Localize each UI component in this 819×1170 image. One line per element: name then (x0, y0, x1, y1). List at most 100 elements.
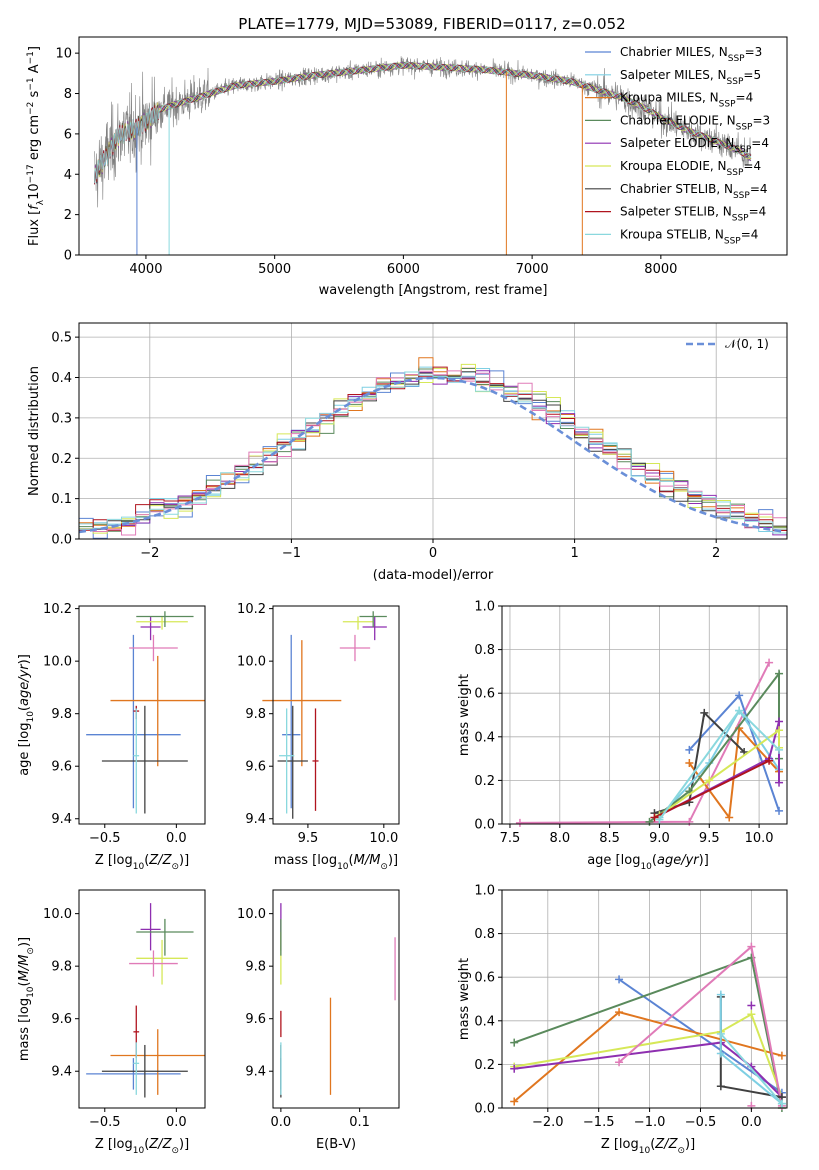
plus-marker (716, 990, 725, 999)
label-part: 10 (337, 862, 349, 872)
x-tick-label: 6000 (387, 262, 420, 277)
legend-label: Salpeter MILES, NSSP=5 (620, 68, 761, 87)
legend-label: 𝒩(0, 1) (725, 337, 769, 351)
plus-marker (510, 1064, 519, 1073)
weight-line (513, 956, 783, 1109)
axes-frame (78, 36, 788, 256)
label-part: 10 (26, 711, 36, 723)
label-part: 10 (26, 986, 36, 998)
y-tick-label: 4 (64, 168, 72, 183)
x-tick-label: 10.0 (369, 831, 398, 846)
label-part: ( (144, 853, 149, 868)
histogram-step (79, 370, 787, 536)
y-tick-label: 9.6 (245, 760, 266, 775)
plus-marker (515, 818, 524, 827)
x-tick-label: 5000 (258, 262, 291, 277)
plus-marker (747, 1010, 756, 1019)
x-tick-label: 10.0 (745, 831, 774, 846)
label-part: age [log (17, 723, 32, 776)
weight-line (648, 670, 780, 823)
label-part: SSP (732, 214, 749, 224)
plot-area (86, 903, 205, 1098)
y-tick-label: 6 (64, 127, 72, 142)
label-part: ⊙ (171, 862, 179, 872)
y-tick-label: 0.2 (51, 452, 72, 467)
label-part: )] (388, 853, 398, 868)
weight-line (514, 1041, 783, 1098)
x-tick-label: 9.5 (699, 831, 720, 846)
x-tick-label: 0 (429, 546, 437, 561)
y-tick-label: 1.0 (474, 884, 495, 899)
y-tick-label: 0.0 (51, 533, 72, 548)
plus-marker (685, 817, 694, 826)
label-part: Chabrier ELODIE, N (620, 113, 736, 127)
y-tick-label: 0.3 (51, 411, 72, 426)
label-part: mass [log (274, 853, 337, 868)
label-part: SSP (727, 168, 744, 178)
y-axis-label: age [log10(age/yr)] (17, 654, 36, 776)
plot-area (515, 658, 784, 827)
label-part: )] (179, 853, 189, 868)
plus-marker (615, 1008, 624, 1017)
label-part: mass [log (17, 998, 32, 1061)
plus-marker (765, 756, 774, 765)
axes-weight_vs_Z: −2.0 −1.5 −1.0 −0.5 0.0 0.0 0.2 0.4 0.6 0.8 1.0 Z [… (457, 884, 788, 1156)
plot-area (510, 942, 786, 1112)
plus-marker (747, 1001, 756, 1010)
label-part: SSP (727, 77, 744, 87)
label-part: age/yr (17, 663, 32, 706)
axes-frame (501, 605, 788, 825)
label-part: Z [log (95, 1137, 133, 1152)
y-tick-label: 0.4 (474, 1014, 495, 1029)
y-tick-label: 2 (64, 208, 72, 223)
x-tick-label: −0.5 (685, 1115, 717, 1130)
y-tick-label: 10.0 (237, 655, 266, 670)
label-part: s (27, 90, 42, 101)
label-part: ⊙ (380, 862, 388, 872)
x-tick-label: −0.5 (89, 831, 121, 846)
label-part: Chabrier MILES, N (620, 45, 728, 59)
x-axis-label: E(B-V) (316, 1137, 356, 1152)
label-part: Z/Z (148, 1137, 172, 1152)
axes-age_vs_Z: −0.5 0.09.49.69.810.010.2Z [log10(Z/Z⊙)]a… (17, 602, 206, 872)
weight-line (658, 728, 780, 817)
plus-marker (747, 942, 756, 951)
y-tick-label: 0.6 (474, 971, 495, 986)
y-axis-label: mass weight (457, 674, 472, 756)
normal-curve (79, 376, 785, 534)
plus-marker (510, 1097, 519, 1106)
label-part: )] (685, 1137, 695, 1152)
label-part: SSP (734, 145, 751, 155)
x-tick-label: 8.5 (599, 831, 620, 846)
plus-marker (655, 815, 664, 824)
label-part: )] (17, 937, 32, 947)
axes-age_vs_mass: 9.5 10.0 9.4 9.6 9.8 10.0 10.2 mass [log10(M/M⊙… (237, 602, 400, 872)
label-part: =3 (745, 45, 763, 59)
label-part: 10 (133, 862, 145, 872)
label-part: =5 (743, 68, 761, 82)
label-part: ( (17, 706, 32, 711)
axes-residual_histogram: −2 −1 0 1 2 0.0 0.1 0.2 0.3 0.4 0.5 𝒩(0, 1) (data-mo… (27, 322, 788, 583)
x-tick-label: 0.0 (166, 1115, 187, 1130)
label-part: ( (144, 1137, 149, 1152)
label-part: Kroupa ELODIE, N (620, 159, 727, 173)
plus-marker (775, 669, 784, 678)
y-tick-label: 8 (64, 87, 72, 102)
plus-marker (777, 1051, 786, 1060)
plot-area (280, 903, 396, 1098)
plot-area (79, 357, 787, 539)
y-tick-label: 9.6 (245, 1012, 266, 1027)
x-tick-label: −1 (282, 546, 301, 561)
label-part: Z [log (601, 1137, 639, 1152)
x-tick-label: −2.0 (532, 1115, 564, 1130)
plus-marker (777, 1099, 786, 1108)
label-part: M/M (354, 853, 381, 868)
x-tick-label: 9.5 (298, 831, 319, 846)
axes-spectrum: 4000 5000 6000 7000 8000 0 2 4 6 8 10 Chabrier MILE… (26, 36, 788, 298)
label-part: Salpeter MILES, N (620, 68, 727, 82)
label-part: Kroupa MILES, N (620, 91, 719, 105)
label-part: 10 (639, 1146, 651, 1156)
y-tick-label: 9.4 (245, 812, 266, 827)
label-part: )] (17, 654, 32, 664)
